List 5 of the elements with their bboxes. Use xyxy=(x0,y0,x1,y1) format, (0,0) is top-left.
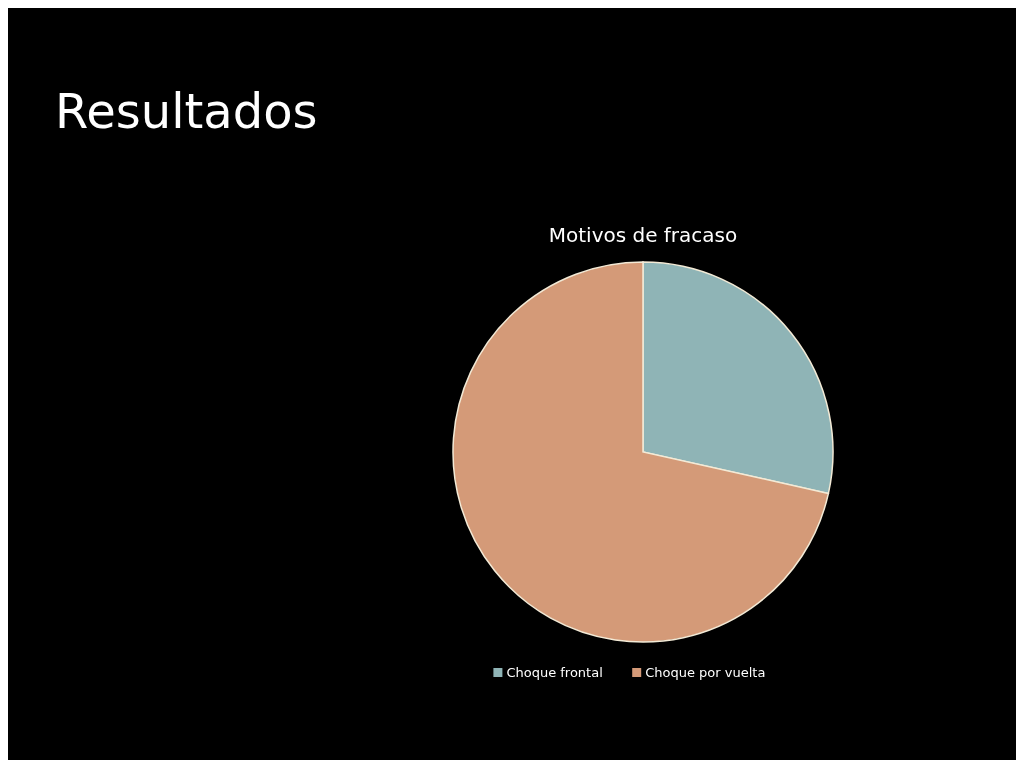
legend-label: Choque por vuelta xyxy=(645,665,766,680)
legend-label: Choque frontal xyxy=(506,665,603,680)
chart-title: Resultados xyxy=(55,83,318,139)
pie-slice xyxy=(452,261,830,643)
chart-subtitle: Motivos de fracaso xyxy=(548,223,738,247)
